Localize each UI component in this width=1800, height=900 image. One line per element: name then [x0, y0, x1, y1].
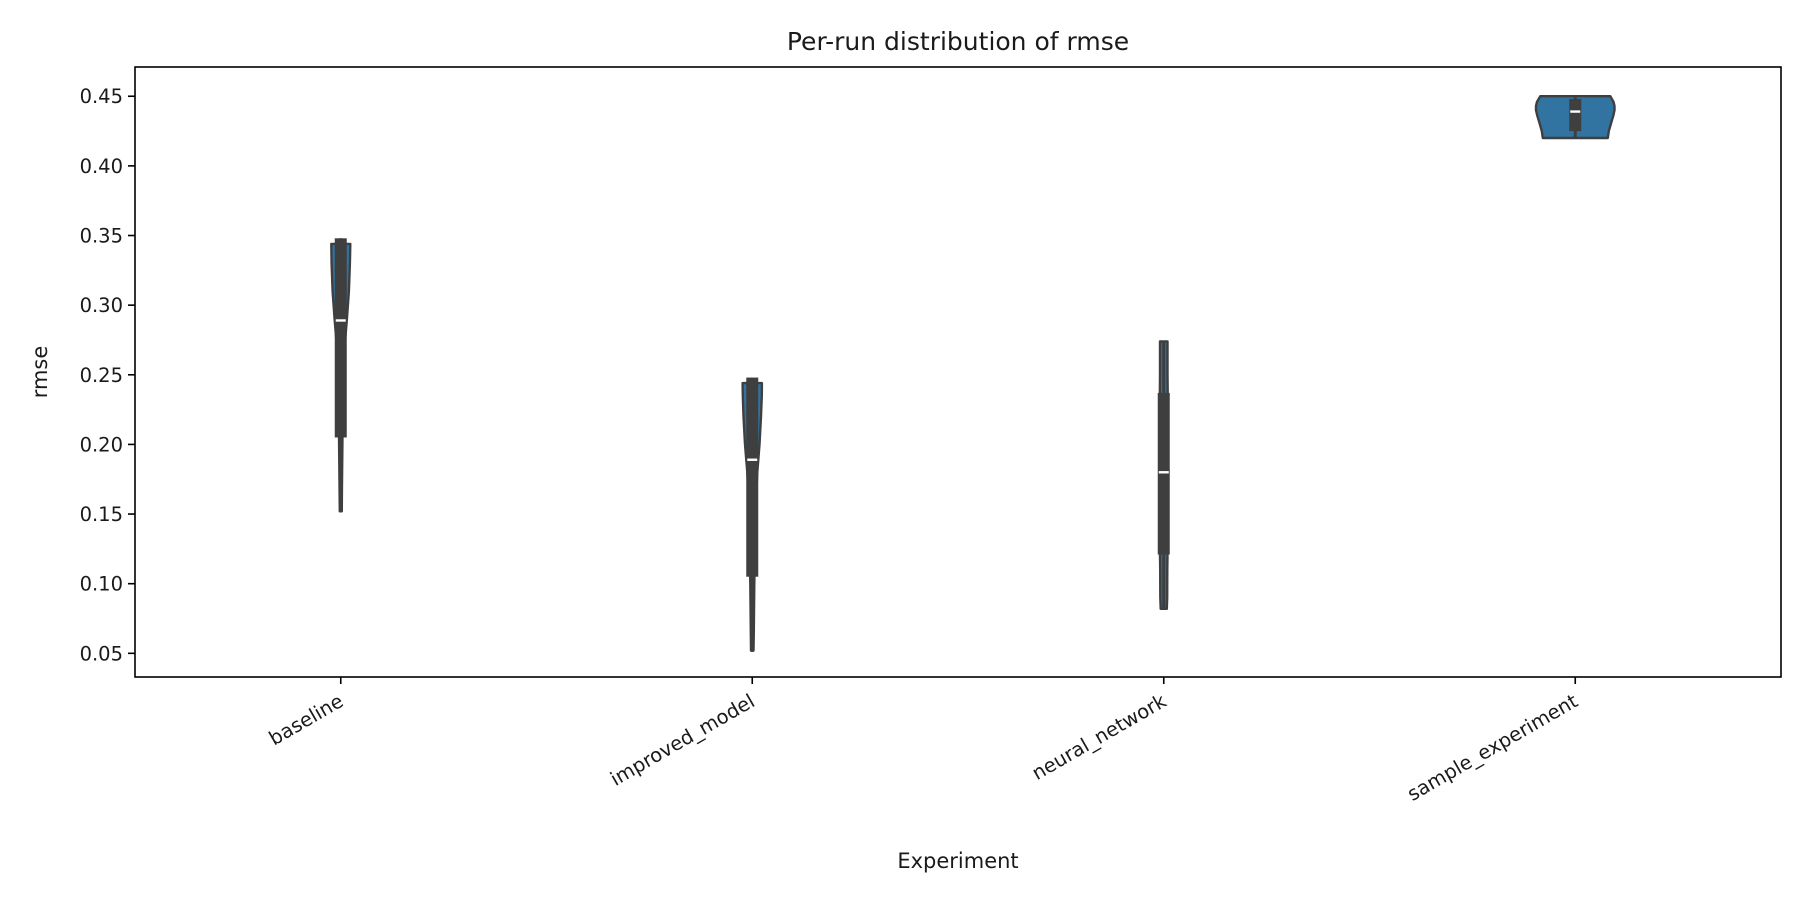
violin-improved-model: [741, 377, 764, 652]
y-tick-label: 0.30: [80, 294, 123, 317]
x-axis-label: Experiment: [897, 849, 1018, 873]
y-tick-label: 0.35: [80, 225, 123, 248]
violin-neural-network: [1157, 340, 1170, 610]
y-tick-label: 0.15: [80, 503, 123, 526]
violin-iqr-box: [334, 238, 347, 438]
violin-baseline: [330, 238, 352, 513]
violin-iqr-box: [1157, 392, 1170, 555]
y-tick-label: 0.05: [80, 642, 123, 665]
violin-sample-experiment: [1534, 95, 1616, 140]
y-tick-label: 0.20: [80, 433, 123, 456]
violin-iqr-box: [1569, 99, 1582, 132]
y-tick-label: 0.45: [80, 85, 123, 108]
y-tick-label: 0.10: [80, 573, 123, 596]
plot-area: [330, 95, 1616, 652]
plot-frame: [134, 66, 1782, 678]
y-axis-label: rmse: [28, 346, 52, 399]
violin-iqr-box: [746, 377, 759, 577]
y-tick-label: 0.25: [80, 364, 123, 387]
y-axis: 0.05 0.10 0.15 0.20 0.25 0.30 0.35 0.40 0.45: [80, 85, 135, 665]
chart-title: Per-run distribution of rmse: [787, 27, 1129, 56]
y-tick-label: 0.40: [80, 155, 123, 178]
